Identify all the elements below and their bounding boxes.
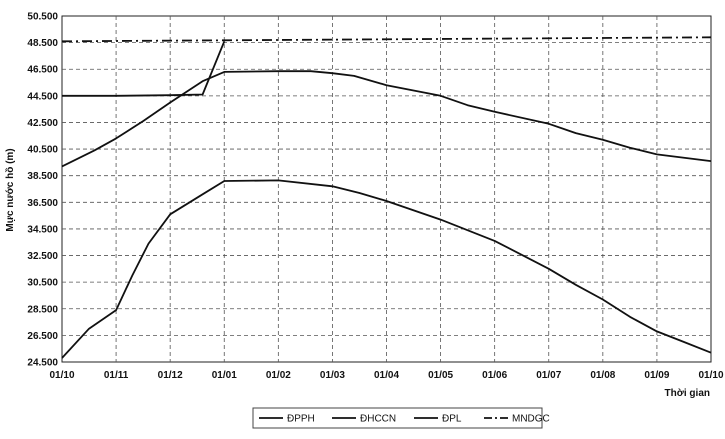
x-tick-label: 01/11	[104, 370, 129, 381]
y-tick-label: 28.500	[27, 304, 58, 315]
x-tick-label: 01/04	[374, 370, 399, 381]
x-tick-label: 01/05	[428, 370, 453, 381]
series-lines	[61, 36, 712, 359]
x-tick-label: 01/03	[320, 370, 345, 381]
legend-label: MNDGC	[512, 414, 550, 425]
x-tick-label: 01/01	[212, 370, 237, 381]
legend: ĐPPH ĐHCCN ĐPL MNDGC	[252, 407, 550, 429]
series-line-2	[61, 70, 712, 168]
x-axis-label: Thời gian	[665, 388, 710, 399]
y-tick-label: 42.500	[27, 118, 58, 129]
y-tick-label: 48.500	[27, 38, 58, 49]
x-tick-label: 01/07	[536, 370, 561, 381]
y-tick-label: 30.500	[27, 278, 58, 289]
y-tick-label: 26.500	[27, 331, 58, 342]
legend-label: ĐPPH	[287, 414, 315, 425]
x-tick-label: 01/08	[590, 370, 615, 381]
x-tick-label: 01/12	[158, 370, 183, 381]
legend-label: ĐHCCN	[360, 414, 396, 425]
y-tick-label: 44.500	[27, 91, 58, 102]
y-tick-label: 46.500	[27, 65, 58, 76]
series-line-1	[62, 40, 226, 97]
y-axis-label: Mực nước hồ (m)	[4, 148, 16, 231]
y-tick-label: 40.500	[27, 145, 58, 156]
y-tick-label: 32.500	[27, 251, 58, 262]
x-tick-label: 01/10	[698, 370, 723, 381]
y-tick-label: 50.500	[27, 12, 58, 23]
legend-box	[252, 407, 543, 429]
series-line-4	[61, 36, 712, 43]
y-tick-label: 38.500	[27, 171, 58, 182]
y-tick-label: 36.500	[27, 198, 58, 209]
x-tick-labels: 01/10 01/11 01/12 01/01 01/02 01/03 01/04 01/05…	[49, 370, 723, 381]
x-tick-label: 01/09	[644, 370, 669, 381]
y-tick-label: 34.500	[27, 224, 58, 235]
x-tick-label: 01/02	[266, 370, 291, 381]
y-tick-labels: 24.500 26.500 28.500 30.500 32.500 34.500 36.5…	[27, 12, 58, 369]
x-tick-label: 01/06	[482, 370, 507, 381]
x-tick-label: 01/10	[49, 370, 74, 381]
y-tick-label: 24.500	[27, 358, 58, 369]
legend-label: ĐPL	[442, 414, 462, 425]
series-line-3	[61, 179, 712, 359]
